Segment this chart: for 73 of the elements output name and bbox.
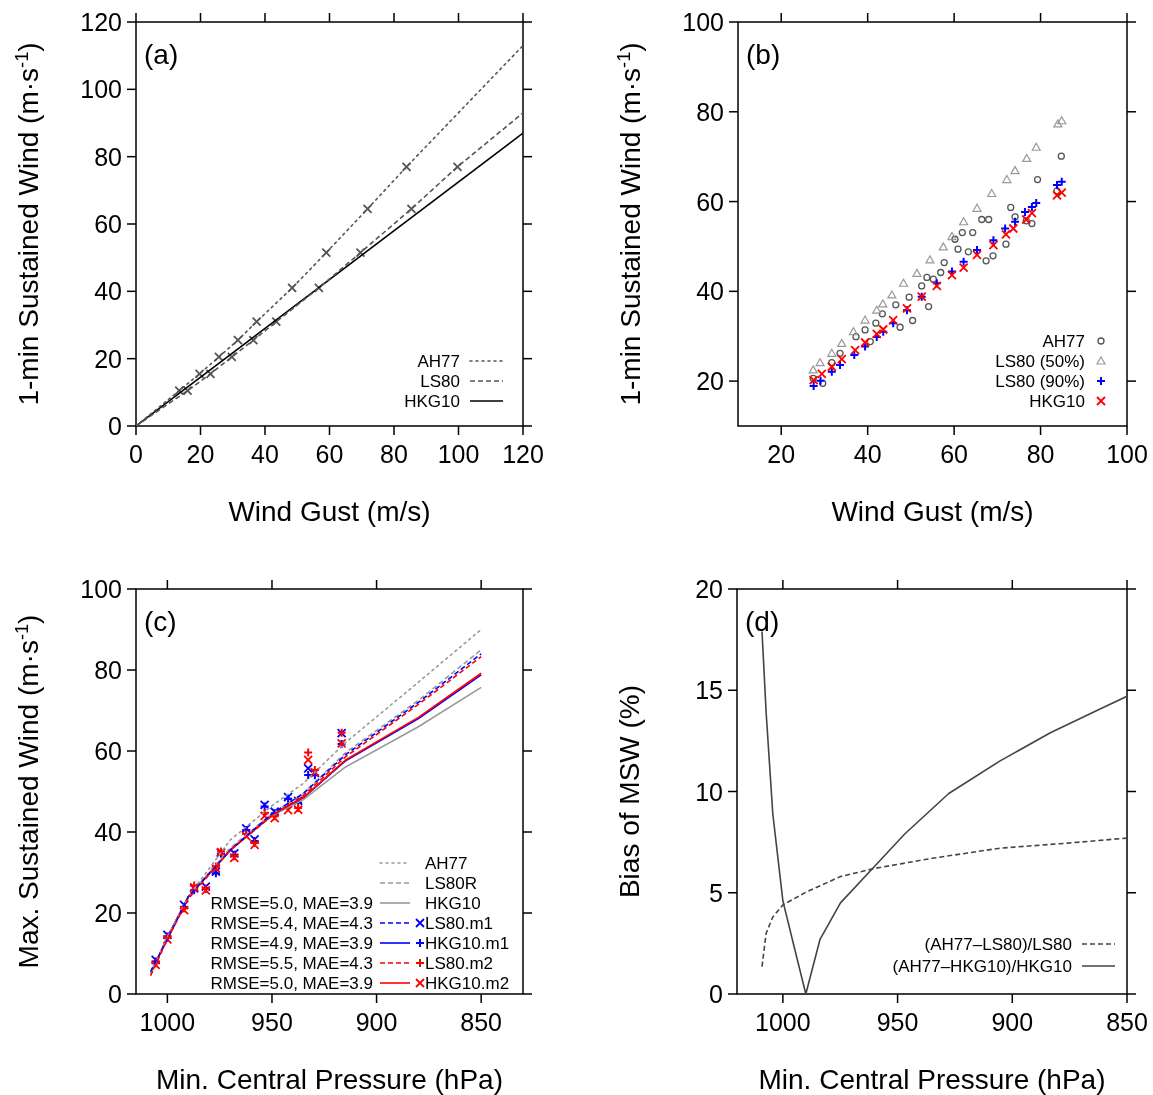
annotation: RMSE=5.5, MAE=4.3 <box>210 954 373 973</box>
x-axis-title: Wind Gust (m/s) <box>831 496 1034 527</box>
y-tick-label: 120 <box>80 8 122 36</box>
x-tick-label: 40 <box>251 440 279 468</box>
x-tick-label: 1000 <box>755 1008 811 1036</box>
x-tick-label: 100 <box>1106 440 1148 468</box>
x-tick-label: 1000 <box>139 1008 196 1036</box>
x-tick-label: 80 <box>1026 440 1055 468</box>
y-tick-label: 5 <box>709 878 723 907</box>
x-tick-label: 40 <box>853 440 882 468</box>
y-tick-label: 80 <box>94 656 122 684</box>
x-tick-label: 850 <box>460 1008 503 1036</box>
y-tick-label: 10 <box>695 777 723 806</box>
y-tick-label: 0 <box>108 980 122 1008</box>
x-tick-label: 60 <box>940 440 969 468</box>
legend-label: LS80R <box>425 874 477 893</box>
y-tick-label: 100 <box>80 75 122 104</box>
text: (b) <box>746 39 781 70</box>
x-tick-label: 20 <box>186 440 215 468</box>
y-tick-label: 100 <box>682 8 724 36</box>
x-axis-title: Wind Gust (m/s) <box>228 496 431 527</box>
legend-label: AH77 <box>1042 332 1085 351</box>
y-tick-label: 20 <box>94 344 122 373</box>
legend-label: LS80.m1 <box>425 914 494 933</box>
legend-label: LS80 (50%) <box>995 352 1085 371</box>
y-tick-label: 60 <box>94 210 122 238</box>
text: (d) <box>745 606 780 637</box>
y-tick-label: 20 <box>695 575 723 603</box>
y-tick-label: 0 <box>108 412 122 440</box>
y-tick-label: 80 <box>696 97 724 126</box>
annotation: RMSE=5.4, MAE=4.3 <box>210 914 373 933</box>
text: (c) <box>144 606 177 637</box>
y-tick-label: 60 <box>696 187 724 216</box>
text: (a) <box>144 39 179 70</box>
y-tick-label: 80 <box>94 142 122 171</box>
x-tick-label: 20 <box>767 440 796 468</box>
y-tick-label: 40 <box>696 277 724 306</box>
x-tick-label: 950 <box>251 1008 293 1036</box>
legend-label: HKG10 <box>1029 392 1085 411</box>
x-axis-title: Min. Central Pressure (hPa) <box>155 1064 504 1095</box>
y-tick-label: 15 <box>695 676 723 705</box>
y-axis-title: Bias of MSW (%) <box>614 684 645 899</box>
legend-label: HKG10.m2 <box>425 974 510 993</box>
legend-label: HKG10 <box>425 894 481 913</box>
x-tick-label: 850 <box>1106 1008 1148 1036</box>
legend-label: LS80 <box>420 372 460 391</box>
legend-label: LS80 (90%) <box>995 372 1085 391</box>
y-tick-label: 60 <box>94 737 122 765</box>
legend-label: AH77 <box>425 854 468 873</box>
legend-label: HKG10.m1 <box>425 934 510 953</box>
x-tick-label: 950 <box>876 1008 919 1036</box>
x-tick-label: 0 <box>129 440 143 468</box>
y-tick-label: 100 <box>80 575 122 603</box>
legend-label: (AH77–LS80)/LS80 <box>924 935 1072 954</box>
x-tick-label: 900 <box>355 1008 398 1036</box>
annotation: RMSE=5.0, MAE=3.9 <box>210 894 373 913</box>
x-tick-label: 120 <box>502 440 544 468</box>
x-tick-label: 80 <box>380 440 408 468</box>
y-tick-label: 20 <box>94 899 122 927</box>
x-tick-label: 100 <box>437 440 480 468</box>
legend-label: AH77 <box>417 352 460 371</box>
annotation: RMSE=4.9, MAE=3.9 <box>210 934 373 953</box>
x-tick-label: 60 <box>315 440 344 468</box>
y-tick-label: 20 <box>696 367 724 396</box>
legend-label: (AH77–HKG10)/HKG10 <box>892 957 1072 976</box>
x-tick-label: 900 <box>991 1008 1034 1036</box>
y-tick-label: 40 <box>94 277 122 306</box>
x-axis-title: Min. Central Pressure (hPa) <box>758 1064 1106 1095</box>
y-tick-label: 0 <box>709 980 723 1008</box>
annotation: RMSE=5.0, MAE=3.9 <box>210 974 373 993</box>
y-tick-label: 40 <box>94 818 122 846</box>
legend-label: LS80.m2 <box>425 954 494 973</box>
legend-label: HKG10 <box>404 392 460 411</box>
